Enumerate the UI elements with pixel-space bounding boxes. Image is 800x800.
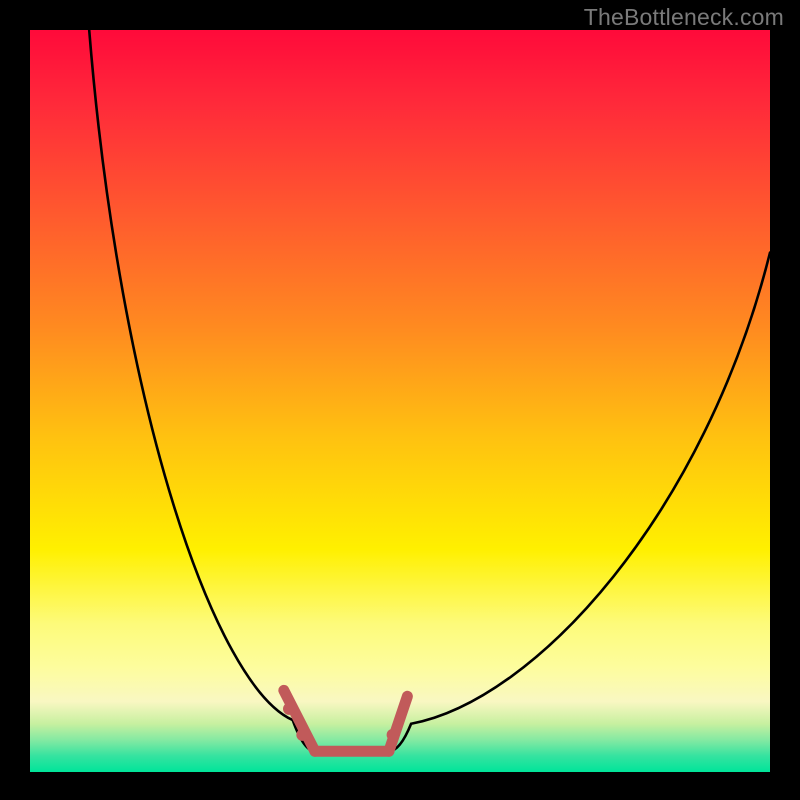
marker-left-dot-1: [296, 729, 308, 741]
plot-background: [30, 30, 770, 772]
watermark-text: TheBottleneck.com: [584, 4, 784, 31]
marker-right-dot: [387, 729, 399, 741]
marker-left-dot-0: [283, 703, 295, 715]
bottleneck-chart: [0, 0, 800, 800]
